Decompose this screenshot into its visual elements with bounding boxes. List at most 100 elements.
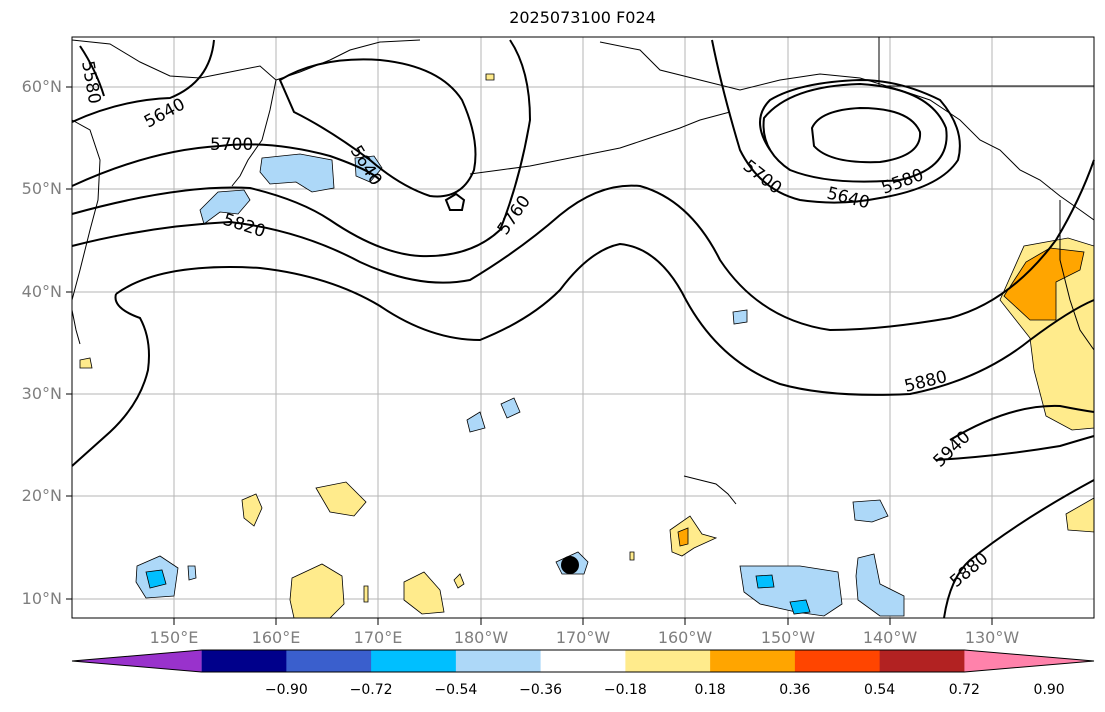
colorbar-swatch: [794, 650, 881, 672]
colorbar-tick-label: −0.54: [434, 682, 478, 698]
shade-blue-east: [852, 499, 889, 523]
lon-ticks: [173, 618, 993, 625]
shade-orange-6: [677, 527, 689, 547]
colorbar-tick-label: 0.72: [948, 682, 980, 698]
shade-blue-tropic-east-2: [855, 553, 905, 617]
colorbar-swatch: [710, 650, 796, 672]
lon-label: 150°W: [760, 628, 816, 647]
shade-yellow-5: [453, 573, 465, 589]
shade-yellow-1: [315, 481, 367, 517]
contour-5940-lower: [935, 435, 1095, 461]
lon-label: 170°E: [353, 628, 403, 647]
colorbar-tick-label: 0.90: [1033, 682, 1065, 698]
contour-5880-w-closed: [71, 293, 150, 467]
coast-canada-box: [878, 37, 1094, 87]
shade-cyan-west-tropics: [145, 569, 167, 589]
contour-label: 5700: [210, 135, 253, 155]
shade-blue-midpac: [732, 309, 748, 325]
lat-label: 20°N: [21, 486, 62, 505]
shade-yellow-6: [669, 515, 718, 557]
contour-5640-closed: [278, 58, 477, 198]
shade-blue-kuril: [199, 189, 251, 225]
colorbar-tick-label: 0.18: [694, 682, 726, 698]
shade-blue-kamchatka: [259, 153, 335, 193]
shade-yellow-2: [241, 493, 263, 527]
colorbar-swatch: [455, 650, 542, 672]
gridlines: [72, 37, 1094, 618]
contour-5880-se: [943, 479, 1095, 619]
shade-yellow-e-small: [1065, 497, 1095, 533]
contour-5940: [949, 404, 1095, 441]
contour-5640-closed-e: [762, 82, 948, 183]
lon-label: 160°W: [657, 628, 713, 647]
coast-japan: [71, 309, 81, 345]
contour-5880: [115, 242, 1095, 396]
contour-label: 5820: [220, 210, 267, 242]
coast-kamchatka: [275, 39, 421, 81]
lat-label: 60°N: [21, 77, 62, 96]
contour-label: 5580: [77, 59, 104, 105]
colorbar: [71, 649, 1095, 673]
hawaii: [683, 475, 737, 505]
shade-yellow-7: [79, 357, 93, 369]
contour-5760-small: [444, 192, 466, 211]
shade-cyan-tropic-east-1: [755, 574, 775, 589]
contour-label: 5760: [494, 192, 535, 239]
colorbar-outline: [71, 649, 1095, 673]
coast-na-west: [1059, 200, 1095, 351]
colorbar-swatch: [371, 650, 457, 672]
shade-blue-subtrop-2: [500, 397, 521, 419]
colorbar-tick-label: −0.18: [603, 682, 647, 698]
colorbar-swatch: [540, 650, 626, 672]
lon-label: 130°W: [964, 628, 1020, 647]
contour-5700-e: [711, 39, 961, 204]
shade-blue-tropic-east: [739, 565, 843, 617]
lon-label: 160°E: [251, 628, 301, 647]
storm-center-marker: [561, 556, 579, 574]
coast-alaska: [599, 41, 1095, 221]
lon-label: 150°E: [149, 628, 199, 647]
shade-yellow-small-10: [363, 585, 369, 603]
contour-5640-w: [71, 39, 215, 123]
lat-ticks: [66, 86, 72, 600]
height-contours: [71, 39, 1095, 619]
contour-label: 5880: [902, 367, 949, 397]
coast-asia: [71, 39, 277, 187]
lon-label: 140°W: [862, 628, 918, 647]
shade-yellow-3: [289, 563, 345, 619]
colorbar-tick-label: −0.90: [264, 682, 308, 698]
contour-5700-w: [71, 143, 381, 187]
shade-yellow-4: [403, 571, 445, 615]
contour-5760: [71, 39, 532, 258]
shade-blue-subtrop-1: [466, 411, 486, 433]
colorbar-swatch: [625, 650, 711, 672]
shade-yellow-small-9: [629, 551, 635, 561]
shade-blue-small-2: [187, 565, 197, 581]
colorbar-extend-min: [72, 650, 202, 672]
colorbar-extend-max: [964, 650, 1094, 672]
map-title: 2025073100 F024: [509, 8, 656, 27]
shade-cyan-tropic-east-2: [789, 599, 811, 615]
contour-label: 5640: [825, 183, 872, 213]
coast-aleutians: [469, 111, 731, 175]
contour-5580-closed: [810, 106, 922, 164]
colorbar-tick-label: −0.36: [519, 682, 563, 698]
shade-yellow-8: [485, 73, 495, 81]
anomaly-shading: [79, 73, 1095, 619]
contour-5820: [71, 159, 1095, 332]
lat-label: 10°N: [21, 589, 62, 608]
colorbar-tick-label: −0.72: [349, 682, 393, 698]
colorbar-swatch: [879, 650, 965, 672]
coastlines: [71, 37, 1095, 505]
colorbar-tick-label: 0.36: [779, 682, 811, 698]
colorbar-swatch: [286, 650, 372, 672]
coast-okhotsk: [71, 119, 101, 301]
lat-label: 50°N: [21, 179, 62, 198]
colorbar-swatch: [201, 650, 287, 672]
lat-label: 40°N: [21, 282, 62, 301]
shade-orange-w-coast: [1003, 247, 1085, 321]
contour-5580-nw: [79, 45, 105, 97]
colorbar-tick-label: 0.54: [864, 682, 896, 698]
lon-label: 180°W: [453, 628, 509, 647]
